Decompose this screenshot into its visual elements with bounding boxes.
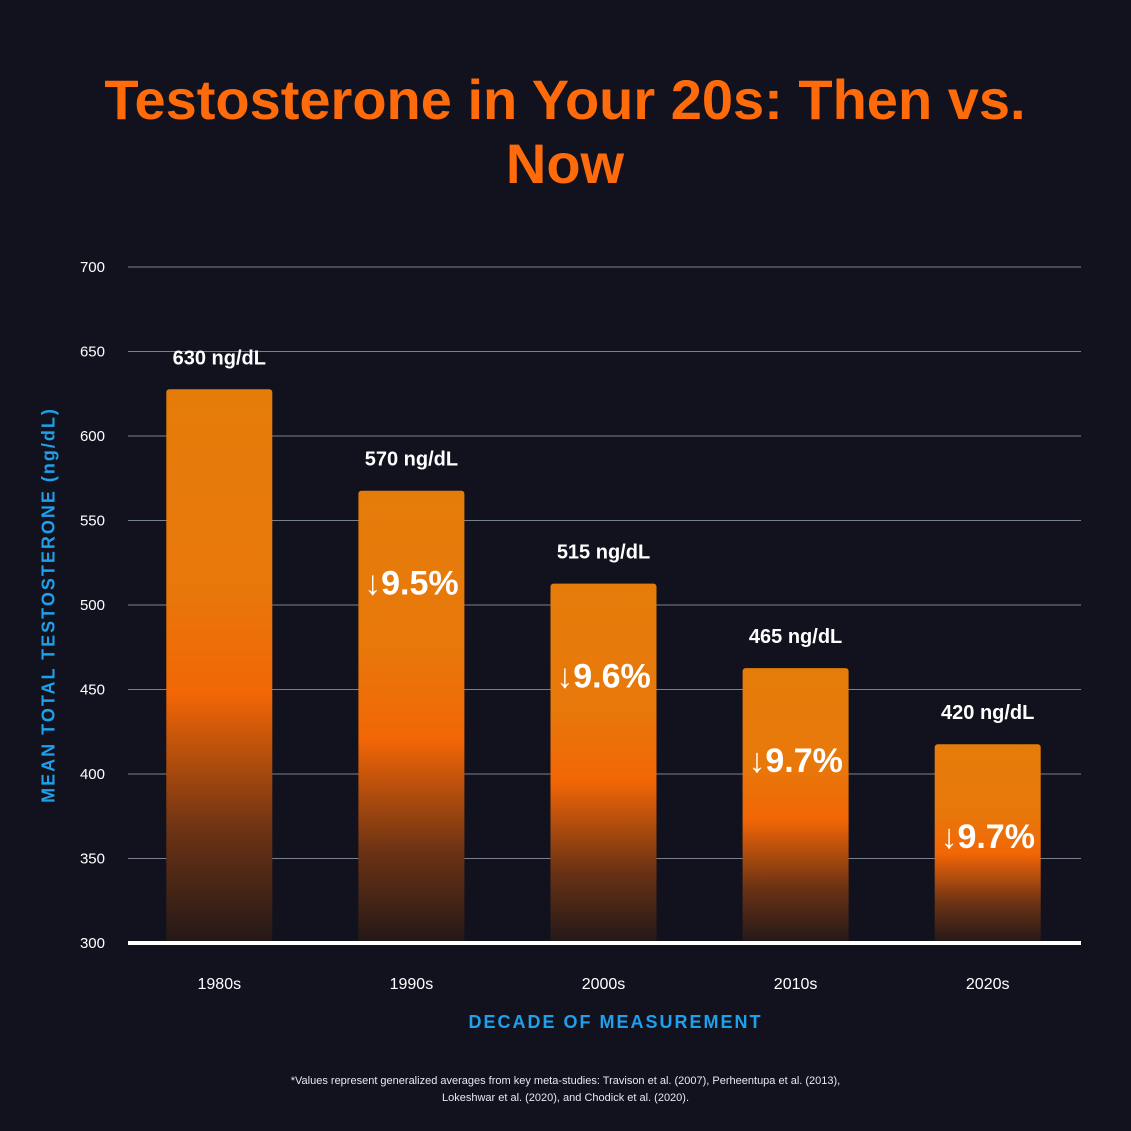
bar [742, 668, 849, 943]
chart-title: Testosterone in Your 20s: Then vs. Now [104, 68, 1026, 195]
bar-value-label: 515 ng/dL [557, 542, 650, 564]
x-tick-label: 2000s [582, 976, 626, 993]
bar-value-label: 630 ng/dL [173, 347, 266, 369]
y-tick-label: 700 [80, 259, 105, 276]
footnote-line-1: *Values represent generalized averages f… [290, 1075, 841, 1087]
y-tick-label: 600 [80, 428, 105, 445]
y-tick-label: 500 [80, 597, 105, 614]
y-tick-label: 400 [80, 766, 105, 783]
x-tick-label: 1990s [390, 976, 434, 993]
y-axis-label: MEAN TOTAL TESTOSTERONE (ng/dL) [38, 407, 59, 803]
bar-value-label: 420 ng/dL [941, 702, 1034, 724]
bars: 630 ng/dL 570 ng/dL ↓9.5% 515 ng/dL ↓9.6% 465… [166, 347, 1041, 943]
x-axis-label: DECADE OF MEASUREMENT [468, 1012, 763, 1032]
x-tick-label: 2010s [774, 976, 818, 993]
bar [358, 490, 465, 943]
x-axis-ticks: 1980s 1990s 2000s 2010s 2020s [198, 976, 1010, 993]
bar-change-label: ↓9.7% [940, 818, 1035, 856]
footnote-line-2: Lokeshwar et al. (2020), and Chodick et … [441, 1092, 690, 1104]
y-tick-label: 450 [80, 682, 105, 699]
bar-value-label: 570 ng/dL [365, 449, 458, 471]
bar [166, 389, 273, 943]
y-axis-ticks: 300 350 400 450 500 550 600 650 700 [80, 259, 105, 952]
y-tick-label: 350 [80, 851, 105, 868]
bar [934, 744, 1041, 943]
y-tick-label: 650 [80, 344, 105, 361]
y-tick-label: 300 [80, 935, 105, 952]
bar [550, 583, 657, 943]
footnote: *Values represent generalized averages f… [0, 1073, 1131, 1107]
y-tick-label: 550 [80, 513, 105, 530]
x-tick-label: 1980s [198, 976, 242, 993]
x-tick-label: 2020s [966, 976, 1010, 993]
bar-value-label: 465 ng/dL [749, 626, 842, 648]
bar-change-label: ↓9.6% [556, 658, 651, 696]
bar-change-label: ↓9.5% [364, 565, 459, 603]
bar-change-label: ↓9.7% [748, 742, 843, 780]
